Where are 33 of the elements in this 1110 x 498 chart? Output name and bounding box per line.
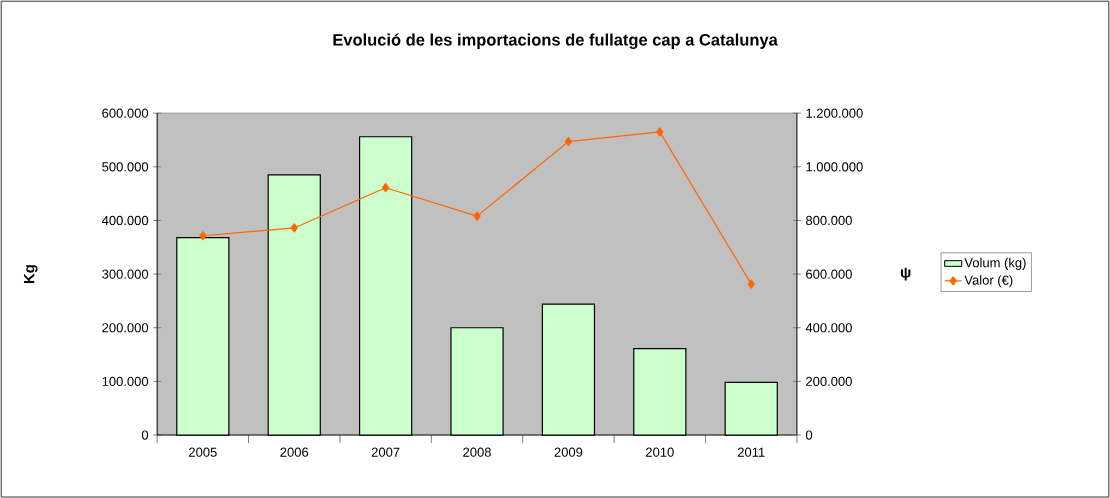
y-tick-label: 600.000 xyxy=(102,108,149,118)
point xyxy=(656,127,664,137)
y2-tick-label: 1.000.000 xyxy=(806,162,863,172)
y-tick-label: 100.000 xyxy=(102,376,149,386)
legend-label: Volum (kg) xyxy=(964,257,1026,270)
point xyxy=(382,183,390,193)
y-tick-label: 0 xyxy=(141,430,149,440)
y2-axis-title: ψ xyxy=(900,267,911,281)
y-axis-title: Kg xyxy=(23,265,38,283)
point xyxy=(473,211,481,221)
y-tick-label: 500.000 xyxy=(102,162,149,172)
point xyxy=(747,279,755,289)
point xyxy=(199,231,207,241)
legend-label: Valor (€) xyxy=(964,275,1013,288)
y-tick-label: 200.000 xyxy=(102,323,149,333)
x-tick-label: 2006 xyxy=(280,447,309,457)
y-tick-label: 300.000 xyxy=(102,269,149,279)
point xyxy=(290,223,298,233)
y2-tick-label: 600.000 xyxy=(806,269,852,279)
x-tick-label: 2011 xyxy=(737,447,765,457)
x-tick-label: 2007 xyxy=(371,447,400,457)
x-tick-label: 2008 xyxy=(463,447,491,457)
y2-tick-label: 400.000 xyxy=(805,323,852,333)
y2-tick-label: 0 xyxy=(805,430,813,440)
y2-tick-label: 200.000 xyxy=(806,376,852,386)
y2-tick-label: 800.000 xyxy=(806,215,852,225)
chart-title: Evolució de les importacions de fullatge cap a Catalunya xyxy=(333,33,778,49)
x-tick-label: 2010 xyxy=(646,447,674,457)
y2-tick-label: 1.200.000 xyxy=(806,108,863,118)
x-tick-label: 2009 xyxy=(554,447,583,457)
point xyxy=(564,136,573,147)
x-tick-label: 2005 xyxy=(189,447,217,457)
y-tick-label: 400.000 xyxy=(101,215,149,225)
